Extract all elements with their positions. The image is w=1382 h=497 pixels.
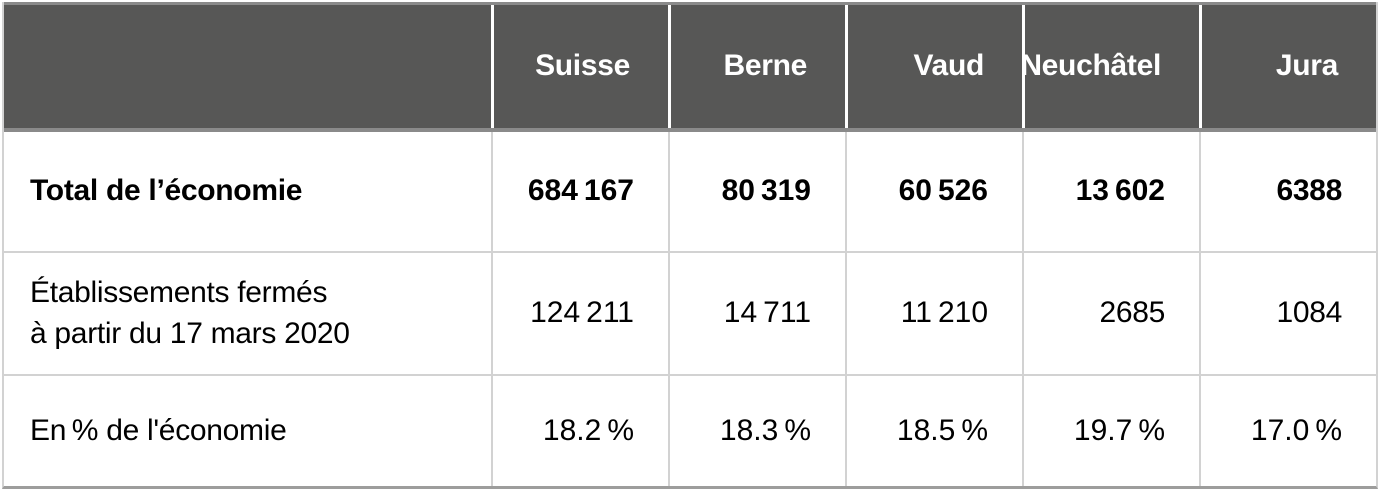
header-col-vaud: Vaud [845,5,1022,128]
value-cell: 60 526 [845,132,1022,251]
value-cell: 684 167 [491,132,668,251]
value-cell: 1084 [1199,253,1376,374]
value-cell: 11 210 [845,253,1022,374]
value-cell: 18.2 % [491,376,668,486]
statistics-table: Suisse Berne Vaud Neuchâtel Jura Total d… [2,2,1378,489]
value-cell: 2685 [1022,253,1199,374]
value-cell: 18.5 % [845,376,1022,486]
table-row-pourcentage-economie: En % de l'économie 18.2 % 18.3 % 18.5 % … [4,374,1376,486]
row-label: Total de l’économie [4,132,491,251]
header-corner-cell [4,5,491,128]
header-col-suisse: Suisse [491,5,668,128]
row-label: En % de l'économie [4,376,491,486]
table-row-total-economie: Total de l’économie 684 167 80 319 60 52… [4,132,1376,251]
header-col-berne: Berne [668,5,845,128]
value-cell: 80 319 [668,132,845,251]
header-col-neuchatel: Neuchâtel [1020,5,1199,128]
header-col-jura: Jura [1199,5,1376,128]
value-cell: 13 602 [1022,132,1199,251]
row-label-line2: à partir du 17 mars 2020 [30,316,350,350]
value-cell: 14 711 [668,253,845,374]
row-label: Établissements fermés à partir du 17 mar… [4,253,491,374]
row-label-line1: Établissements fermés [30,276,328,309]
value-cell: 6388 [1199,132,1376,251]
value-cell: 124 211 [491,253,668,374]
value-cell: 19.7 % [1022,376,1199,486]
value-cell: 17.0 % [1199,376,1376,486]
table-header-row: Suisse Berne Vaud Neuchâtel Jura [4,2,1376,132]
table-row-etablissements-fermes: Établissements fermés à partir du 17 mar… [4,251,1376,374]
value-cell: 18.3 % [668,376,845,486]
